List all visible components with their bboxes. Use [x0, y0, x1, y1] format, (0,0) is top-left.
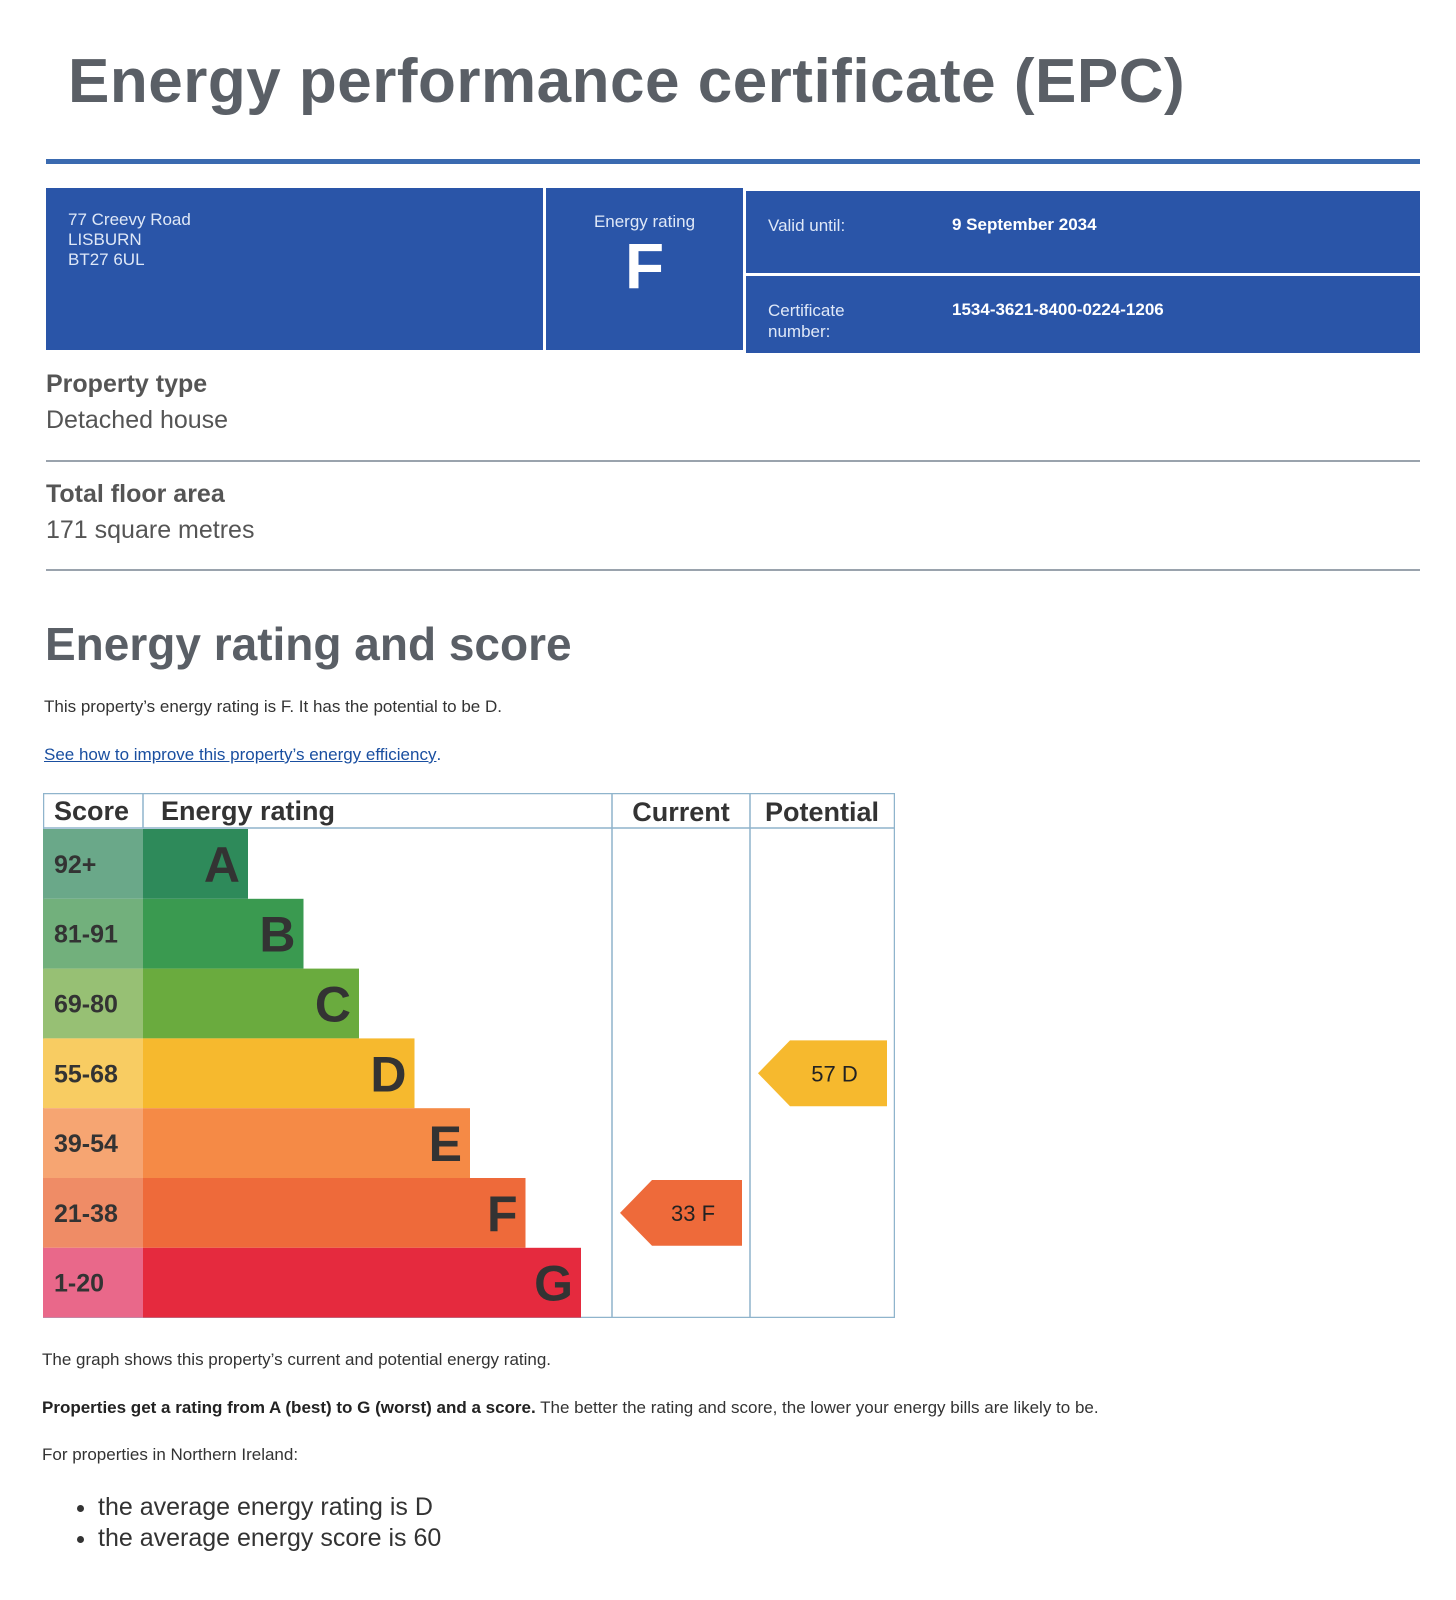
rating-sentence: This property’s energy rating is F. It h…	[44, 697, 502, 716]
list-item: the average energy rating is D	[98, 1492, 441, 1523]
address-line-1: 77 Creevy Road	[68, 210, 191, 229]
band-score-cell-d	[43, 1038, 143, 1109]
certificate-panel: Certificate number: 1534-3621-8400-0224-…	[746, 276, 1420, 353]
graph-note: The graph shows this property’s current …	[42, 1350, 552, 1369]
energy-rating-chart: Score Energy rating Current Potential 92…	[43, 793, 895, 1318]
energy-rating-value: F	[624, 230, 665, 302]
rating-note-bold: Properties get a rating from A (best) to…	[42, 1398, 536, 1417]
band-score-a: 92+	[54, 851, 96, 879]
band-bar-c	[143, 968, 359, 1039]
band-score-cell-f	[43, 1178, 143, 1248]
band-score-c: 69-80	[54, 991, 118, 1019]
current-rating-arrow	[620, 1180, 742, 1246]
band-bar-e	[143, 1108, 470, 1178]
certificate-label-1: Certificate	[768, 301, 845, 320]
improve-efficiency-link-row: See how to improve this property’s energ…	[44, 745, 441, 765]
band-score-cell-e	[43, 1108, 143, 1178]
floor-area-label: Total floor area	[46, 480, 225, 508]
header-current: Current	[632, 797, 730, 827]
section-heading: Energy rating and score	[45, 618, 572, 670]
band-bar-f	[143, 1178, 526, 1248]
band-letter-d: D	[370, 1046, 406, 1102]
band-bar-d	[143, 1038, 415, 1109]
certificate-number: 1534-3621-8400-0224-1206	[952, 300, 1164, 319]
averages-list: the average energy rating is D the avera…	[68, 1492, 441, 1554]
header-score: Score	[54, 796, 129, 826]
band-score-b: 81-91	[54, 921, 118, 949]
band-score-cell-g	[43, 1247, 143, 1318]
list-item: the average energy score is 60	[98, 1523, 441, 1554]
header-energy-rating: Energy rating	[161, 796, 335, 826]
band-letter-b: B	[259, 907, 295, 963]
band-score-cell-c	[43, 968, 143, 1039]
valid-until-label: Valid until:	[768, 216, 846, 235]
energy-rating-panel: Energy rating F	[546, 188, 743, 350]
band-bar-b	[143, 898, 304, 969]
band-letter-g: G	[534, 1256, 573, 1312]
improve-efficiency-link[interactable]: See how to improve this property’s energ…	[44, 745, 437, 764]
floor-area-value: 171 square metres	[46, 516, 255, 544]
link-period: .	[436, 745, 442, 764]
band-bar-g	[143, 1247, 581, 1318]
band-letter-a: A	[204, 837, 240, 893]
certificate-label-2: number:	[768, 322, 831, 341]
rating-note-rest: The better the rating and score, the low…	[535, 1398, 1099, 1417]
current-rating-label: 33 F	[671, 1201, 715, 1226]
potential-rating-arrow	[758, 1040, 887, 1107]
rating-bands: 92+ A 81-91 B 69-80 C 55-68 D 39-54 E 21-38 F 1-20 G	[43, 829, 581, 1318]
band-score-cell-a	[43, 829, 143, 899]
ni-intro: For properties in Northern Ireland:	[42, 1445, 299, 1464]
potential-rating-label: 57 D	[811, 1061, 857, 1086]
band-letter-f: F	[487, 1186, 518, 1242]
valid-until-panel: Valid until: 9 September 2034	[746, 191, 1420, 273]
divider	[46, 460, 1420, 462]
rating-note: Properties get a rating from A (best) to…	[42, 1398, 1099, 1418]
property-type-value: Detached house	[46, 406, 229, 434]
band-score-d: 55-68	[54, 1060, 118, 1088]
property-type-label: Property type	[46, 370, 208, 398]
band-score-f: 21-38	[54, 1200, 118, 1228]
page-title: Energy performance certificate (EPC)	[68, 47, 1186, 116]
energy-rating-label: Energy rating	[593, 212, 696, 231]
divider	[46, 569, 1420, 571]
valid-until-value: 9 September 2034	[952, 215, 1097, 234]
band-letter-e: E	[429, 1116, 462, 1172]
band-score-e: 39-54	[54, 1130, 118, 1158]
band-letter-c: C	[315, 977, 351, 1033]
band-bar-a	[143, 829, 248, 899]
address-panel: 77 Creevy Road LISBURN BT27 6UL	[46, 188, 543, 350]
rating-arrows: 33 F 57 D	[620, 1040, 887, 1246]
address-line-2: LISBURN	[68, 230, 142, 249]
title-divider	[46, 159, 1420, 164]
band-score-cell-b	[43, 898, 143, 969]
address-line-3: BT27 6UL	[68, 250, 145, 269]
header-potential: Potential	[765, 797, 879, 827]
band-score-g: 1-20	[54, 1270, 104, 1298]
